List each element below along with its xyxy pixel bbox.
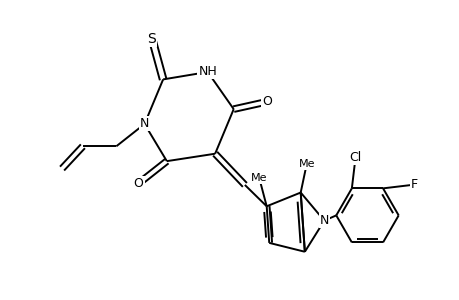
Text: Me: Me (251, 173, 267, 183)
Text: N: N (319, 214, 328, 227)
Text: Me: Me (298, 159, 314, 169)
Text: S: S (147, 32, 156, 46)
Text: NH: NH (198, 65, 217, 79)
Text: N: N (140, 118, 149, 130)
Text: F: F (410, 178, 417, 191)
Text: O: O (134, 177, 143, 190)
Text: O: O (262, 95, 272, 108)
Text: Cl: Cl (349, 151, 361, 164)
